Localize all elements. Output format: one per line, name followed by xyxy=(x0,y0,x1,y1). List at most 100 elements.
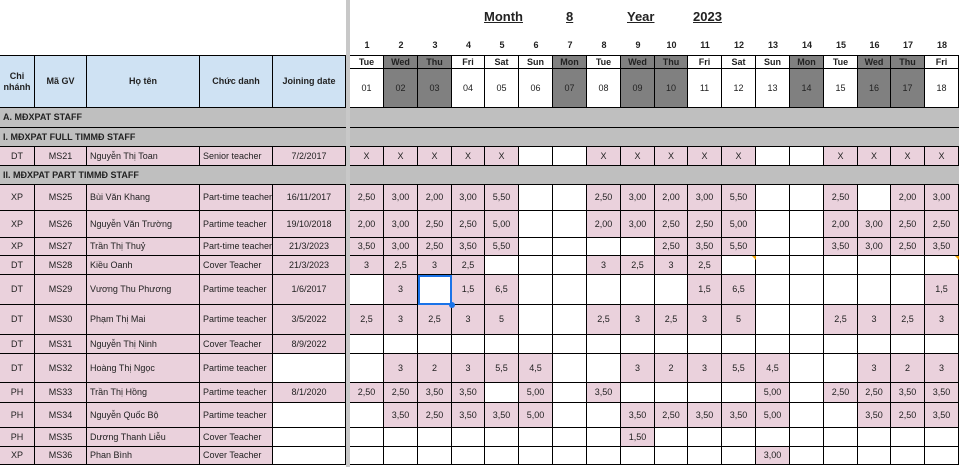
hours-cell[interactable]: 2,00 xyxy=(350,211,384,238)
hours-cell[interactable] xyxy=(519,238,553,256)
hours-cell[interactable] xyxy=(485,428,519,447)
hours-cell[interactable]: 3 xyxy=(655,256,688,275)
hours-cell[interactable] xyxy=(790,428,824,447)
hours-cell[interactable] xyxy=(756,305,790,335)
hours-cell[interactable]: 2,00 xyxy=(824,211,858,238)
teacher-code-cell[interactable]: MS26 xyxy=(35,211,87,238)
branch-cell[interactable]: DT xyxy=(0,335,35,354)
hours-cell[interactable]: 2,5 xyxy=(824,305,858,335)
hours-cell[interactable]: 6,5 xyxy=(485,275,519,305)
branch-cell[interactable]: PH xyxy=(0,383,35,403)
hours-cell[interactable]: 2,50 xyxy=(655,403,688,428)
teacher-code-cell[interactable]: MS34 xyxy=(35,403,87,428)
hours-cell[interactable] xyxy=(553,256,587,275)
hours-cell[interactable] xyxy=(688,428,722,447)
hours-cell[interactable] xyxy=(824,428,858,447)
hours-cell[interactable]: 2,5 xyxy=(688,256,722,275)
hours-cell[interactable] xyxy=(553,211,587,238)
hours-cell[interactable] xyxy=(790,185,824,211)
branch-cell[interactable]: XP xyxy=(0,211,35,238)
teacher-name-cell[interactable]: Phạm Thị Mai xyxy=(87,305,200,335)
hours-cell[interactable] xyxy=(858,185,891,211)
month-value[interactable]: 8 xyxy=(566,9,574,24)
hours-cell[interactable] xyxy=(722,256,756,275)
joining-date-cell[interactable]: 21/3/2023 xyxy=(273,238,346,256)
hours-cell[interactable]: X xyxy=(621,147,655,166)
hours-cell[interactable] xyxy=(925,256,959,275)
hours-cell[interactable]: 5,5 xyxy=(485,354,519,383)
hours-cell[interactable] xyxy=(891,447,925,465)
hours-cell[interactable] xyxy=(688,383,722,403)
hours-cell[interactable]: 5,00 xyxy=(756,383,790,403)
hours-cell[interactable] xyxy=(621,383,655,403)
position-cell[interactable]: Cover Teacher xyxy=(200,428,273,447)
hours-cell[interactable] xyxy=(790,354,824,383)
hours-cell[interactable]: 5,5 xyxy=(722,354,756,383)
hours-cell[interactable]: 3 xyxy=(587,256,621,275)
position-cell[interactable]: Partime teacher xyxy=(200,305,273,335)
hours-cell[interactable]: 2,00 xyxy=(891,185,925,211)
teacher-code-cell[interactable]: MS33 xyxy=(35,383,87,403)
teacher-code-cell[interactable]: MS25 xyxy=(35,185,87,211)
hours-cell[interactable] xyxy=(790,447,824,465)
hours-cell[interactable] xyxy=(519,335,553,354)
hours-cell[interactable]: 2,50 xyxy=(925,211,959,238)
hours-cell[interactable]: 3 xyxy=(925,354,959,383)
hours-cell[interactable]: 2,5 xyxy=(384,256,418,275)
hours-cell[interactable] xyxy=(519,275,553,305)
hours-cell[interactable] xyxy=(553,147,587,166)
hours-cell[interactable]: X xyxy=(925,147,959,166)
position-cell[interactable]: Part-time teacher xyxy=(200,238,273,256)
teacher-name-cell[interactable]: Nguyễn Quốc Bộ xyxy=(87,403,200,428)
hours-cell[interactable]: 5,00 xyxy=(519,383,553,403)
joining-date-cell[interactable]: 19/10/2018 xyxy=(273,211,346,238)
hours-cell[interactable] xyxy=(384,335,418,354)
hours-cell[interactable]: 5 xyxy=(722,305,756,335)
joining-date-cell[interactable]: 8/1/2020 xyxy=(273,383,346,403)
hours-cell[interactable] xyxy=(350,447,384,465)
joining-date-cell[interactable] xyxy=(273,428,346,447)
hours-cell[interactable]: 3,00 xyxy=(452,185,485,211)
hours-cell[interactable] xyxy=(790,335,824,354)
hours-cell[interactable] xyxy=(485,256,519,275)
branch-cell[interactable]: DT xyxy=(0,256,35,275)
hours-cell[interactable] xyxy=(350,403,384,428)
hours-cell[interactable]: 1,5 xyxy=(452,275,485,305)
teacher-name-cell[interactable]: Phan Bình xyxy=(87,447,200,465)
joining-date-cell[interactable]: 21/3/2023 xyxy=(273,256,346,275)
hours-cell[interactable]: X xyxy=(418,147,452,166)
hours-cell[interactable] xyxy=(553,275,587,305)
hours-cell[interactable]: 2,5 xyxy=(621,256,655,275)
hours-cell[interactable]: 5 xyxy=(485,305,519,335)
hours-cell[interactable]: 3,00 xyxy=(756,447,790,465)
hours-cell[interactable] xyxy=(587,354,621,383)
hours-cell[interactable] xyxy=(655,335,688,354)
hours-cell[interactable] xyxy=(824,275,858,305)
hours-cell[interactable]: 1,5 xyxy=(688,275,722,305)
branch-cell[interactable]: DT xyxy=(0,354,35,383)
position-cell[interactable]: Partime teacher xyxy=(200,383,273,403)
teacher-code-cell[interactable]: MS32 xyxy=(35,354,87,383)
hours-cell[interactable]: 4,5 xyxy=(756,354,790,383)
hours-cell[interactable] xyxy=(858,428,891,447)
teacher-name-cell[interactable]: Nguyễn Văn Trường xyxy=(87,211,200,238)
hours-cell[interactable]: 3 xyxy=(688,305,722,335)
hours-cell[interactable]: 2,50 xyxy=(384,383,418,403)
branch-cell[interactable]: PH xyxy=(0,403,35,428)
hours-cell[interactable]: 2,50 xyxy=(891,211,925,238)
hours-cell[interactable]: 6,5 xyxy=(722,275,756,305)
hours-cell[interactable] xyxy=(485,335,519,354)
hours-cell[interactable] xyxy=(790,383,824,403)
teacher-code-cell[interactable]: MS31 xyxy=(35,335,87,354)
hours-cell[interactable] xyxy=(790,403,824,428)
hours-cell[interactable] xyxy=(790,147,824,166)
hours-cell[interactable] xyxy=(519,147,553,166)
hours-cell[interactable]: X xyxy=(655,147,688,166)
hours-cell[interactable]: 3,50 xyxy=(858,403,891,428)
hours-cell[interactable]: 3,00 xyxy=(688,185,722,211)
hours-cell[interactable]: 1,5 xyxy=(925,275,959,305)
branch-cell[interactable]: DT xyxy=(0,275,35,305)
hours-cell[interactable] xyxy=(655,275,688,305)
hours-cell[interactable] xyxy=(790,256,824,275)
hours-cell[interactable] xyxy=(587,428,621,447)
